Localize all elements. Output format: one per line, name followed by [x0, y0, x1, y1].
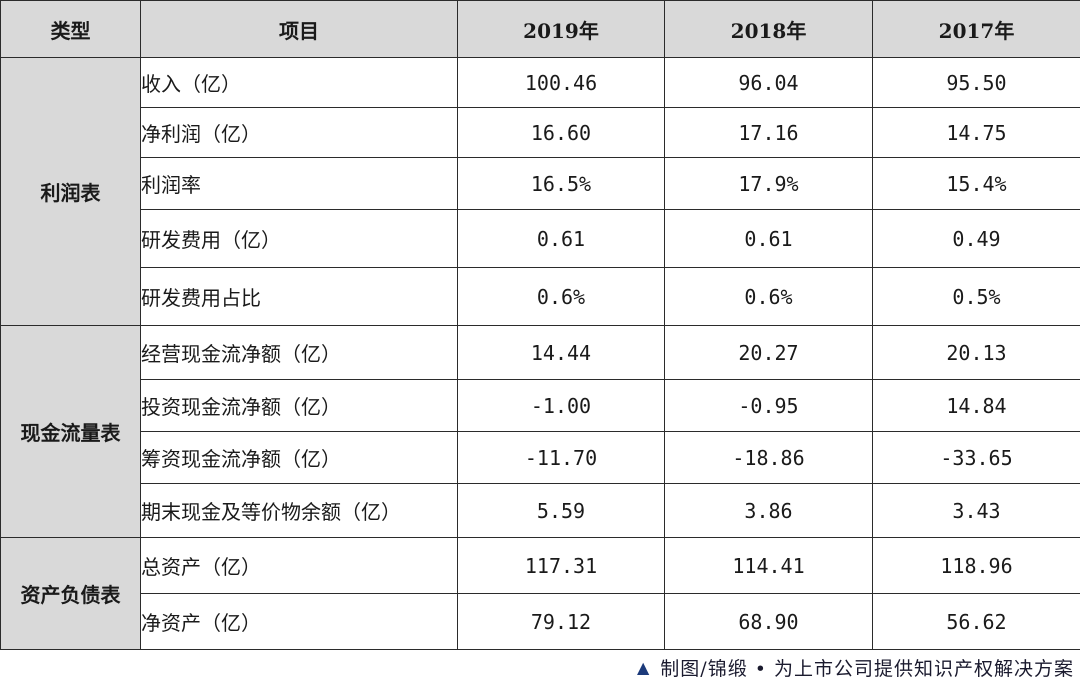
- value-2019: 100.46: [457, 57, 665, 108]
- header-year-2019: 2019年: [457, 0, 665, 58]
- value-2017: 20.13: [872, 325, 1080, 380]
- footer-text: 制图/锦缎 • 为上市公司提供知识产权解决方案: [660, 657, 1074, 680]
- value-2018: 0.6%: [664, 267, 873, 326]
- row-label: 期末现金及等价物余额（亿）: [140, 483, 458, 538]
- triangle-icon: ▲: [636, 657, 651, 677]
- table-row: 资产负债表 总资产（亿） 117.31 114.41 118.96: [0, 537, 1080, 650]
- category-balance-sheet: 资产负债表: [0, 537, 141, 650]
- header-year-2018: 2018年: [664, 0, 873, 58]
- table-row: 筹资现金流净额（亿） -11.70 -18.86 -33.65: [1, 431, 1080, 484]
- header-year-2017: 2017年: [872, 0, 1080, 58]
- table-row: 投资现金流净额（亿） -1.00 -0.95 14.84: [1, 379, 1080, 432]
- value-2018: 0.61: [664, 209, 873, 268]
- table-row: 净资产（亿） 79.12 68.90 56.62: [1, 593, 1080, 650]
- value-2019: 5.59: [457, 483, 665, 538]
- value-2017: -33.65: [872, 431, 1080, 484]
- table-row: 期末现金及等价物余额（亿） 5.59 3.86 3.43: [1, 483, 1080, 538]
- value-2019: 0.6%: [457, 267, 665, 326]
- value-2017: 15.4%: [872, 157, 1080, 210]
- row-label: 研发费用占比: [140, 267, 458, 326]
- value-2018: 20.27: [664, 325, 873, 380]
- value-2018: 3.86: [664, 483, 873, 538]
- value-2019: 16.60: [457, 107, 665, 158]
- value-2018: -18.86: [664, 431, 873, 484]
- table-row: 研发费用占比 0.6% 0.6% 0.5%: [1, 267, 1080, 326]
- value-2017: 14.75: [872, 107, 1080, 158]
- value-2018: 96.04: [664, 57, 873, 108]
- header-row: 类型 项目 2019年 2018年 2017年: [0, 0, 1080, 58]
- table-row: 研发费用（亿） 0.61 0.61 0.49: [1, 209, 1080, 268]
- category-income-statement: 利润表: [0, 57, 141, 326]
- value-2019: 79.12: [457, 593, 665, 650]
- value-2017: 95.50: [872, 57, 1080, 108]
- row-label: 净利润（亿）: [140, 107, 458, 158]
- value-2017: 0.49: [872, 209, 1080, 268]
- value-2018: 17.16: [664, 107, 873, 158]
- value-2019: -1.00: [457, 379, 665, 432]
- row-label: 净资产（亿）: [140, 593, 458, 650]
- value-2019: 117.31: [457, 537, 665, 594]
- row-label: 投资现金流净额（亿）: [140, 379, 458, 432]
- row-label: 利润率: [140, 157, 458, 210]
- table-row: 利润率 16.5% 17.9% 15.4%: [1, 157, 1080, 210]
- value-2017: 14.84: [872, 379, 1080, 432]
- row-label: 总资产（亿）: [140, 537, 458, 594]
- value-2018: 114.41: [664, 537, 873, 594]
- row-label: 经营现金流净额（亿）: [140, 325, 458, 380]
- header-type: 类型: [0, 0, 141, 58]
- value-2017: 118.96: [872, 537, 1080, 594]
- category-cash-flow-statement: 现金流量表: [0, 325, 141, 538]
- value-2019: 14.44: [457, 325, 665, 380]
- value-2019: 0.61: [457, 209, 665, 268]
- value-2018: 68.90: [664, 593, 873, 650]
- value-2017: 56.62: [872, 593, 1080, 650]
- value-2019: -11.70: [457, 431, 665, 484]
- table-row: 利润表 收入（亿） 100.46 96.04 95.50: [0, 57, 1080, 326]
- value-2018: -0.95: [664, 379, 873, 432]
- table-row: 净利润（亿） 16.60 17.16 14.75: [1, 107, 1080, 158]
- row-label: 筹资现金流净额（亿）: [140, 431, 458, 484]
- header-item: 项目: [140, 0, 458, 58]
- value-2017: 0.5%: [872, 267, 1080, 326]
- table-row: 现金流量表 经营现金流净额（亿） 14.44 20.27 20.13: [0, 325, 1080, 538]
- row-label: 研发费用（亿）: [140, 209, 458, 268]
- footer-credit: ▲ 制图/锦缎 • 为上市公司提供知识产权解决方案: [637, 652, 1074, 682]
- row-label: 收入（亿）: [140, 57, 458, 108]
- financial-summary-table: 类型 项目 2019年 2018年 2017年 利润表 收入（亿） 100.46…: [0, 0, 1080, 650]
- value-2017: 3.43: [872, 483, 1080, 538]
- value-2018: 17.9%: [664, 157, 873, 210]
- value-2019: 16.5%: [457, 157, 665, 210]
